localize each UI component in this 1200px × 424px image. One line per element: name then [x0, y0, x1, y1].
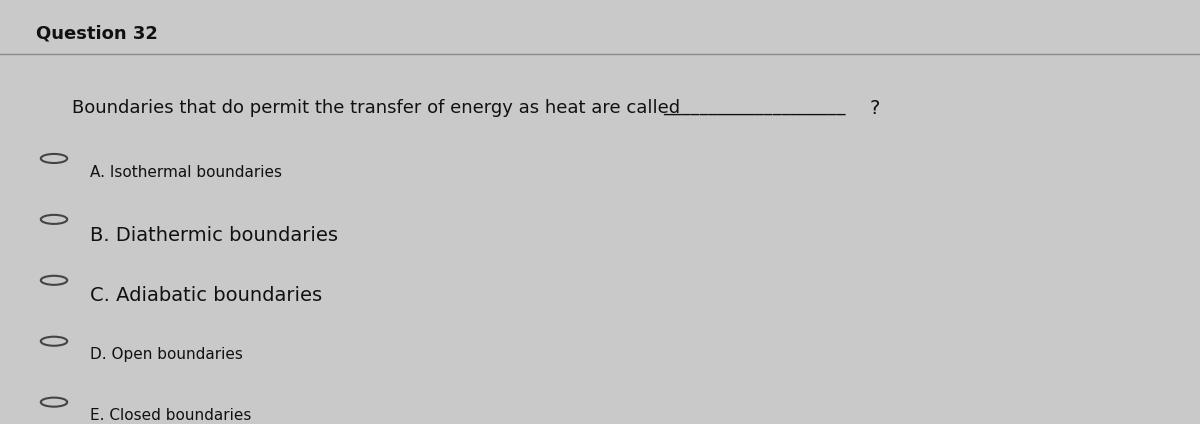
Text: Question 32: Question 32	[36, 25, 158, 43]
Text: Boundaries that do permit the transfer of energy as heat are called: Boundaries that do permit the transfer o…	[72, 99, 680, 117]
Text: ?: ?	[870, 99, 881, 118]
Text: B. Diathermic boundaries: B. Diathermic boundaries	[90, 226, 338, 245]
Text: D. Open boundaries: D. Open boundaries	[90, 347, 242, 363]
Text: ____________________: ____________________	[664, 97, 846, 115]
Text: A. Isothermal boundaries: A. Isothermal boundaries	[90, 165, 282, 180]
Text: E. Closed boundaries: E. Closed boundaries	[90, 408, 251, 423]
Text: C. Adiabatic boundaries: C. Adiabatic boundaries	[90, 287, 322, 305]
